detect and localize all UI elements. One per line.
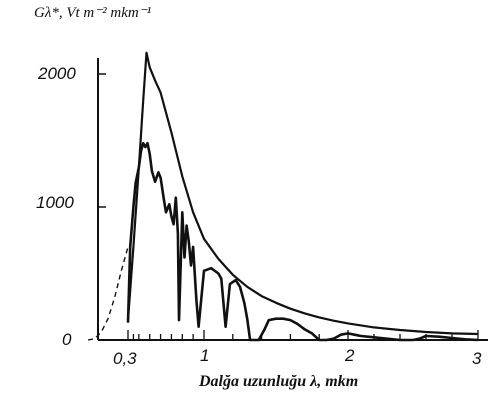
ticks-layer bbox=[98, 73, 479, 341]
series-layer bbox=[87, 51, 479, 342]
series-line-extraterrestrial-upper-curve bbox=[126, 51, 479, 336]
series-line-dashed-uv-extension bbox=[87, 246, 129, 341]
y-tick-label-1000: 1000 bbox=[36, 193, 74, 212]
y-axis-label: Gλ*, Vt m⁻² mkm⁻¹ bbox=[34, 5, 152, 21]
y-tick-label-2000: 2000 bbox=[37, 64, 76, 83]
y-tick-label-0: 0 bbox=[62, 330, 72, 349]
x-tick-label-3: 3 bbox=[472, 349, 482, 368]
x-tick-label-1: 1 bbox=[200, 346, 209, 365]
x-tick-label-0.3: 0,3 bbox=[113, 349, 137, 368]
x-tick-label-2: 2 bbox=[344, 346, 355, 365]
x-axis-label: Dalğa uzunluğu λ, mkm bbox=[198, 373, 358, 390]
series-line-surface-lower-curve bbox=[126, 141, 479, 342]
